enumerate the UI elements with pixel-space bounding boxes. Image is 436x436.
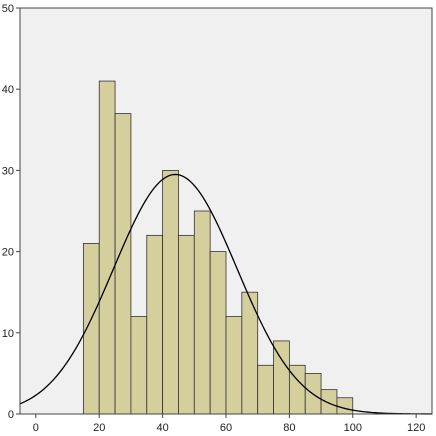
x-tick-label: 20 <box>93 422 105 434</box>
x-tick-label: 0 <box>33 422 39 434</box>
histogram-bar <box>257 364 274 415</box>
x-tick-label: 80 <box>283 422 295 434</box>
histogram-bar <box>114 113 132 415</box>
y-tick-label: 20 <box>2 247 14 259</box>
histogram-bar <box>273 340 290 415</box>
histogram-bar <box>225 316 243 415</box>
y-tick-label: 10 <box>2 328 14 340</box>
histogram-bar <box>162 169 179 415</box>
y-tick-label: 0 <box>8 409 14 421</box>
x-tick-label: 60 <box>220 422 232 434</box>
histogram-bar <box>320 389 338 415</box>
y-axis: 0 10 20 30 40 50 <box>2 3 20 421</box>
histogram-bar <box>193 210 211 415</box>
y-tick-label: 50 <box>2 3 14 15</box>
bars-group <box>82 80 354 415</box>
histogram-bar <box>336 397 354 415</box>
x-axis: 0 20 40 60 80 100 120 <box>33 414 425 434</box>
y-tick-label: 30 <box>2 165 14 177</box>
histogram-bar <box>209 251 227 415</box>
histogram-bar <box>130 316 148 415</box>
histogram-bar <box>98 80 116 415</box>
x-tick-label: 120 <box>407 422 425 434</box>
normal-curve <box>19 173 433 415</box>
histogram-bar <box>178 234 195 415</box>
x-tick-label: 40 <box>156 422 168 434</box>
x-tick-label: 100 <box>344 422 362 434</box>
y-tick-label: 40 <box>2 84 14 96</box>
histogram-bar <box>146 234 164 415</box>
